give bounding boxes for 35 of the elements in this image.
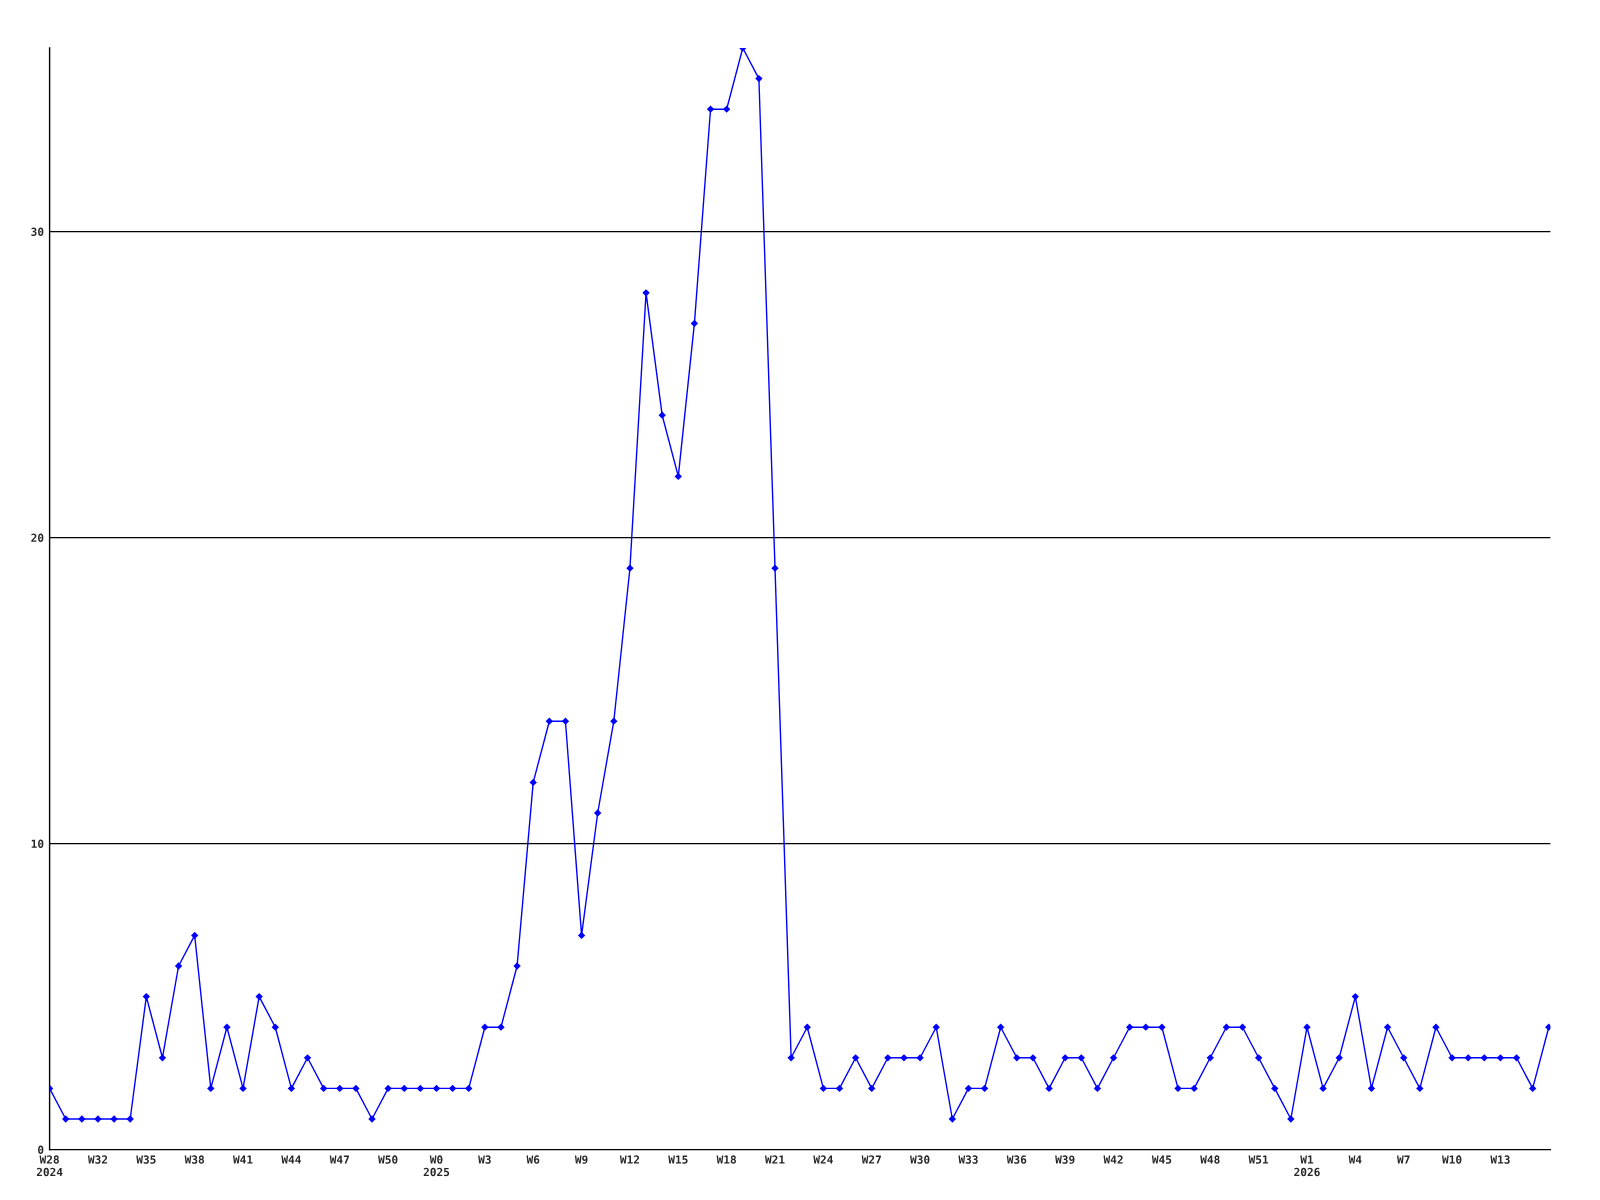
x-tick-label: W39 xyxy=(1055,1155,1075,1164)
x-tick-label: W38 xyxy=(184,1155,205,1164)
x-tick-label: W44 xyxy=(281,1155,301,1164)
x-tick-label: W45 xyxy=(1151,1155,1172,1164)
x-tick-label: W41 xyxy=(233,1155,253,1164)
x-tick-label: W33 xyxy=(958,1155,978,1164)
y-tick-label: 30 xyxy=(31,227,44,236)
x-tick-label: W51 xyxy=(1248,1155,1269,1164)
x-tick-label: W48 xyxy=(1200,1155,1220,1164)
x-tick-label: W10 xyxy=(1442,1155,1462,1164)
x-tick-label: W18 xyxy=(716,1155,736,1164)
x-tick-label: W30 xyxy=(910,1155,930,1164)
y-tick-label: 0 xyxy=(38,1145,44,1154)
x-tick-label: W3 xyxy=(478,1155,491,1164)
y-tick-label: 10 xyxy=(31,839,44,848)
x-tick-label: W4 xyxy=(1348,1155,1362,1164)
x-tick-label: W50 xyxy=(378,1155,398,1164)
x-tick-label: W24 xyxy=(813,1155,833,1164)
x-tick-label: W42 xyxy=(1103,1155,1123,1164)
x-tick-label: W27 xyxy=(861,1155,881,1164)
x-tick-label: W1 2026 xyxy=(1294,1155,1320,1177)
x-tick-label: W0 2025 xyxy=(423,1155,450,1177)
x-tick-label: W28 2024 xyxy=(36,1155,63,1177)
x-tick-label: W36 xyxy=(1006,1155,1027,1164)
x-tick-label: W15 xyxy=(668,1155,688,1164)
x-tick-label: W13 xyxy=(1490,1155,1510,1164)
x-tick-label: W9 xyxy=(574,1155,588,1164)
x-tick-label: W6 xyxy=(526,1155,540,1164)
x-tick-label: W35 xyxy=(136,1155,156,1164)
x-tick-label: W32 xyxy=(87,1155,108,1164)
x-tick-label: W7 xyxy=(1397,1155,1410,1164)
x-tick-label: W47 xyxy=(329,1155,349,1164)
x-tick-label: W12 xyxy=(619,1155,640,1164)
y-tick-label: 20 xyxy=(31,533,44,542)
x-tick-label: W21 xyxy=(764,1155,785,1164)
